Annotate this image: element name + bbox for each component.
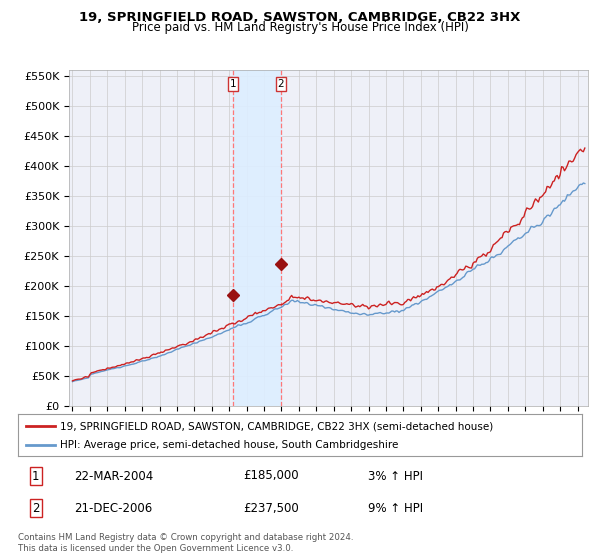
Text: 2: 2 — [32, 502, 40, 515]
Text: Price paid vs. HM Land Registry's House Price Index (HPI): Price paid vs. HM Land Registry's House … — [131, 21, 469, 34]
Text: 22-MAR-2004: 22-MAR-2004 — [74, 469, 154, 483]
Text: 21-DEC-2006: 21-DEC-2006 — [74, 502, 152, 515]
Text: 19, SPRINGFIELD ROAD, SAWSTON, CAMBRIDGE, CB22 3HX (semi-detached house): 19, SPRINGFIELD ROAD, SAWSTON, CAMBRIDGE… — [60, 421, 494, 431]
Text: Contains HM Land Registry data © Crown copyright and database right 2024.
This d: Contains HM Land Registry data © Crown c… — [18, 533, 353, 553]
Text: HPI: Average price, semi-detached house, South Cambridgeshire: HPI: Average price, semi-detached house,… — [60, 440, 398, 450]
Text: £185,000: £185,000 — [244, 469, 299, 483]
Text: 9% ↑ HPI: 9% ↑ HPI — [368, 502, 423, 515]
Text: 1: 1 — [32, 469, 40, 483]
Text: 3% ↑ HPI: 3% ↑ HPI — [368, 469, 422, 483]
Text: 1: 1 — [230, 79, 236, 89]
Text: 2: 2 — [278, 79, 284, 89]
Bar — [233, 70, 281, 406]
Text: £237,500: £237,500 — [244, 502, 299, 515]
Text: 19, SPRINGFIELD ROAD, SAWSTON, CAMBRIDGE, CB22 3HX: 19, SPRINGFIELD ROAD, SAWSTON, CAMBRIDGE… — [79, 11, 521, 24]
